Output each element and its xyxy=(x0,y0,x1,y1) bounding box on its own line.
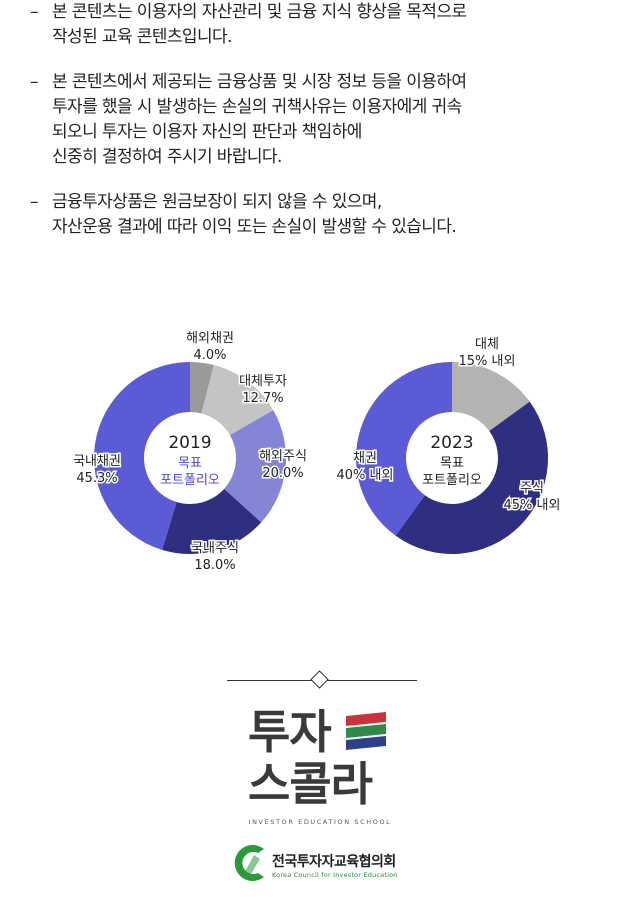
slice-label-value: 18.0% xyxy=(194,558,235,573)
center-label-2: 포트폴리오 xyxy=(422,473,482,488)
slice-label-value: 15% 내외 xyxy=(459,354,516,369)
council-name: 전국투자자교육협의회 xyxy=(272,854,396,870)
slice-label-name: 대체 xyxy=(475,337,499,352)
pie-slice xyxy=(162,488,262,554)
slice-label-name: 국내채권 xyxy=(73,454,121,469)
disclaimer-item: – 본 콘텐츠에서 제공되는 금융상품 및 시장 정보 등을 이용하여 투자를 했… xyxy=(30,70,620,170)
disclaimer-text: 본 콘텐츠는 이용자의 자산관리 및 금융 지식 향상을 목적으로 작성된 교육… xyxy=(52,2,467,47)
slice-label-name: 채권 xyxy=(353,451,377,466)
council-logo: 전국투자자교육협의회 Korea Council for Investor Ed… xyxy=(230,843,430,885)
slice-label-name: 대체투자 xyxy=(239,374,287,389)
pie-slice xyxy=(224,410,287,523)
pie-slice xyxy=(190,362,214,414)
slice-label-name: 국내주식 xyxy=(191,541,239,556)
divider-diamond-icon xyxy=(310,670,329,689)
dash: – xyxy=(30,72,38,92)
logo-line2: 스콜라 xyxy=(248,757,373,811)
council-english-name: Korea Council for Investor Education xyxy=(272,871,398,879)
logo-stripes-icon xyxy=(346,712,386,750)
slice-label-value: 45% 내외 xyxy=(504,498,561,513)
pie-slice xyxy=(395,401,549,555)
pie-slice xyxy=(356,362,452,536)
portfolio-charts: 해외채권 4.0% 대체투자 12.7% 해외주식 20.0% 국내주식 18.0% 국내채권 4… xyxy=(72,330,562,575)
slice-label-name: 주식 xyxy=(520,481,544,496)
center-label-2: 포트폴리오 xyxy=(160,473,220,488)
disclaimer-item: – 금융투자상품은 원금보장이 되지 않을 수 있으며, 자산운용 결과에 따라 … xyxy=(30,190,620,240)
slice-label-value: 45.3% xyxy=(76,471,117,486)
slice-label-value: 4.0% xyxy=(193,348,226,363)
slice-label-name: 해외채권 xyxy=(186,331,234,346)
pie-slice xyxy=(93,362,190,550)
pie-slice xyxy=(201,365,274,436)
center-label-1: 목표 xyxy=(178,456,202,471)
slice-label-value: 40% 내외 xyxy=(337,468,394,483)
disclaimer-text: 본 콘텐츠에서 제공되는 금융상품 및 시장 정보 등을 이용하여 투자를 했을… xyxy=(52,72,467,167)
council-mark-icon xyxy=(234,845,264,881)
logo-subtitle: INVESTOR EDUCATION SCHOOL xyxy=(248,818,392,826)
center-year: 2019 xyxy=(168,433,211,453)
dash: – xyxy=(30,192,38,212)
slice-label-name: 해외주식 xyxy=(259,449,307,464)
dash: – xyxy=(30,2,38,22)
slice-label-value: 20.0% xyxy=(262,466,303,481)
disclaimer-list: – 본 콘텐츠는 이용자의 자산관리 및 금융 지식 향상을 목적으로 작성된 교… xyxy=(30,0,620,260)
center-label-1: 목표 xyxy=(440,456,464,471)
investor-scholar-logo: 투자 스콜라 INVESTOR EDUCATION SCHOOL xyxy=(240,700,400,830)
donut-chart-2019: 해외채권 4.0% 대체투자 12.7% 해외주식 20.0% 국내주식 18.0% 국내채권 4… xyxy=(72,330,309,575)
center-year: 2023 xyxy=(430,433,473,453)
disclaimer-item: – 본 콘텐츠는 이용자의 자산관리 및 금융 지식 향상을 목적으로 작성된 교… xyxy=(30,0,620,50)
slice-label-value: 12.7% xyxy=(242,391,283,406)
pie-slice xyxy=(452,362,530,431)
logo-line1: 투자 xyxy=(248,705,332,759)
disclaimer-text: 금융투자상품은 원금보장이 되지 않을 수 있으며, 자산운용 결과에 따라 이… xyxy=(52,192,457,237)
